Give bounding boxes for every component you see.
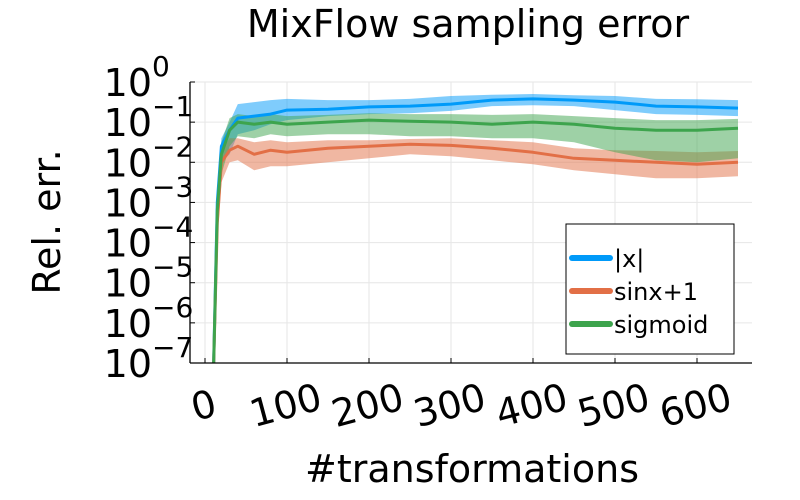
x-tick-label: 100 <box>245 375 326 436</box>
y-tick-label: 10 <box>104 302 152 346</box>
y-tick-exponent: −6 <box>152 291 193 324</box>
y-tick-label: 10 <box>104 101 152 145</box>
chart-title: MixFlow sampling error <box>247 2 690 46</box>
x-tick-label: 400 <box>491 375 572 436</box>
series-line-3 <box>212 118 739 363</box>
y-tick-exponent: −3 <box>152 170 193 203</box>
x-tick-label: 300 <box>409 375 490 436</box>
axes <box>189 81 752 364</box>
x-tick-labels: 0 100 200 300 400 500 600 <box>186 375 736 436</box>
x-axis-label: #transformations <box>305 447 639 491</box>
y-tick-label: 10 <box>104 262 152 306</box>
y-tick-label: 10 <box>104 61 152 105</box>
band-3 <box>213 113 738 363</box>
y-tick-exponent: −7 <box>152 331 193 364</box>
legend: |x| sinx+1 sigmoid <box>565 223 735 355</box>
x-tick-label: 500 <box>573 375 654 436</box>
y-tick-label: 10 <box>104 141 152 185</box>
series-line-2 <box>212 142 739 363</box>
y-axis-label: Rel. err. <box>25 149 69 294</box>
legend-label-1: |x| <box>614 245 644 273</box>
x-tick-label: 0 <box>186 381 221 430</box>
y-tick-exponent: −4 <box>152 211 193 244</box>
y-tick-exponent: 0 <box>152 50 170 83</box>
y-tick-label: 10 <box>104 342 152 386</box>
legend-label-3: sigmoid <box>614 311 708 339</box>
y-tick-exponent: −2 <box>152 130 193 163</box>
y-tick-exponent: −5 <box>152 251 193 284</box>
y-tick-label: 10 <box>104 222 152 266</box>
x-tick-label: 200 <box>327 375 408 436</box>
y-tick-label: 10 <box>104 181 152 225</box>
series-lines <box>212 97 739 363</box>
x-tick-label: 600 <box>655 375 736 436</box>
legend-label-2: sinx+1 <box>614 278 698 306</box>
y-tick-exponent: −1 <box>152 90 193 123</box>
confidence-bands <box>213 94 738 363</box>
